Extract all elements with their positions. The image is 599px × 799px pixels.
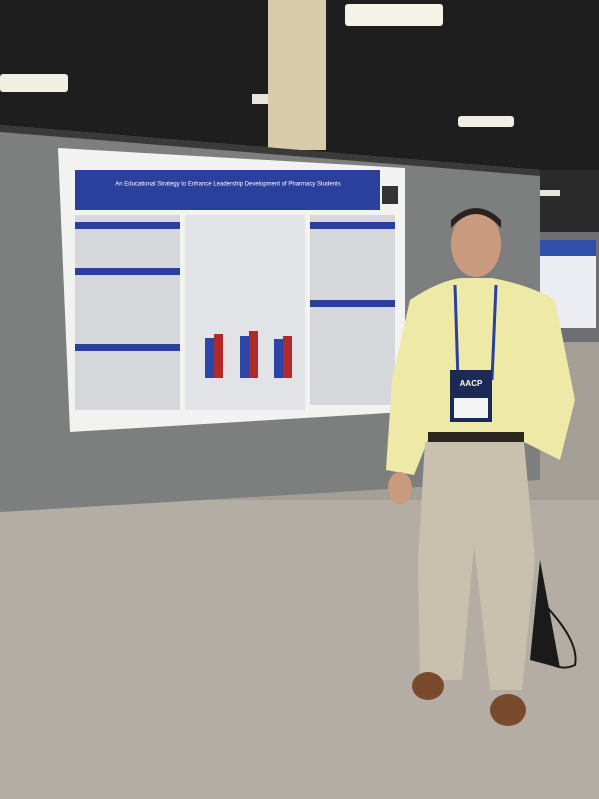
poster-graphic: [205, 338, 214, 378]
poster-title: An Educational Strategy to Enhance Leade…: [115, 182, 340, 188]
poster-graphic: [249, 331, 258, 378]
pillar: [268, 0, 326, 150]
hand: [388, 472, 412, 504]
poster-graphic: [274, 339, 283, 378]
poster-column: [310, 215, 395, 405]
board-frame: [0, 125, 540, 176]
poster-header: [75, 170, 380, 210]
poster-column: [75, 215, 180, 410]
shoe: [490, 694, 526, 726]
section-header: [310, 222, 395, 229]
trousers: [418, 442, 535, 690]
section-header: [75, 268, 180, 275]
head: [451, 211, 501, 277]
stand: [530, 560, 560, 668]
lanyard: [453, 284, 498, 381]
cable: [539, 599, 577, 669]
qr-code: [382, 186, 398, 204]
section-header: [75, 344, 180, 351]
ceiling-light: [345, 4, 443, 26]
ceiling-light: [540, 190, 560, 196]
section-header: [310, 300, 395, 307]
ceiling-light: [252, 94, 270, 104]
section-header: [75, 222, 180, 229]
poster-graphic: [240, 336, 249, 378]
shoe: [412, 672, 444, 700]
hair: [451, 208, 501, 228]
belt: [428, 432, 524, 444]
poster-column: [185, 215, 305, 410]
background-poster-header: [536, 240, 596, 256]
ceiling-light: [458, 116, 514, 127]
poster-graphic: [283, 336, 292, 378]
badge-text: AACP: [460, 379, 483, 388]
badge-card: [454, 398, 488, 418]
poster-graphic: [214, 334, 223, 378]
ceiling-light: [0, 74, 68, 92]
